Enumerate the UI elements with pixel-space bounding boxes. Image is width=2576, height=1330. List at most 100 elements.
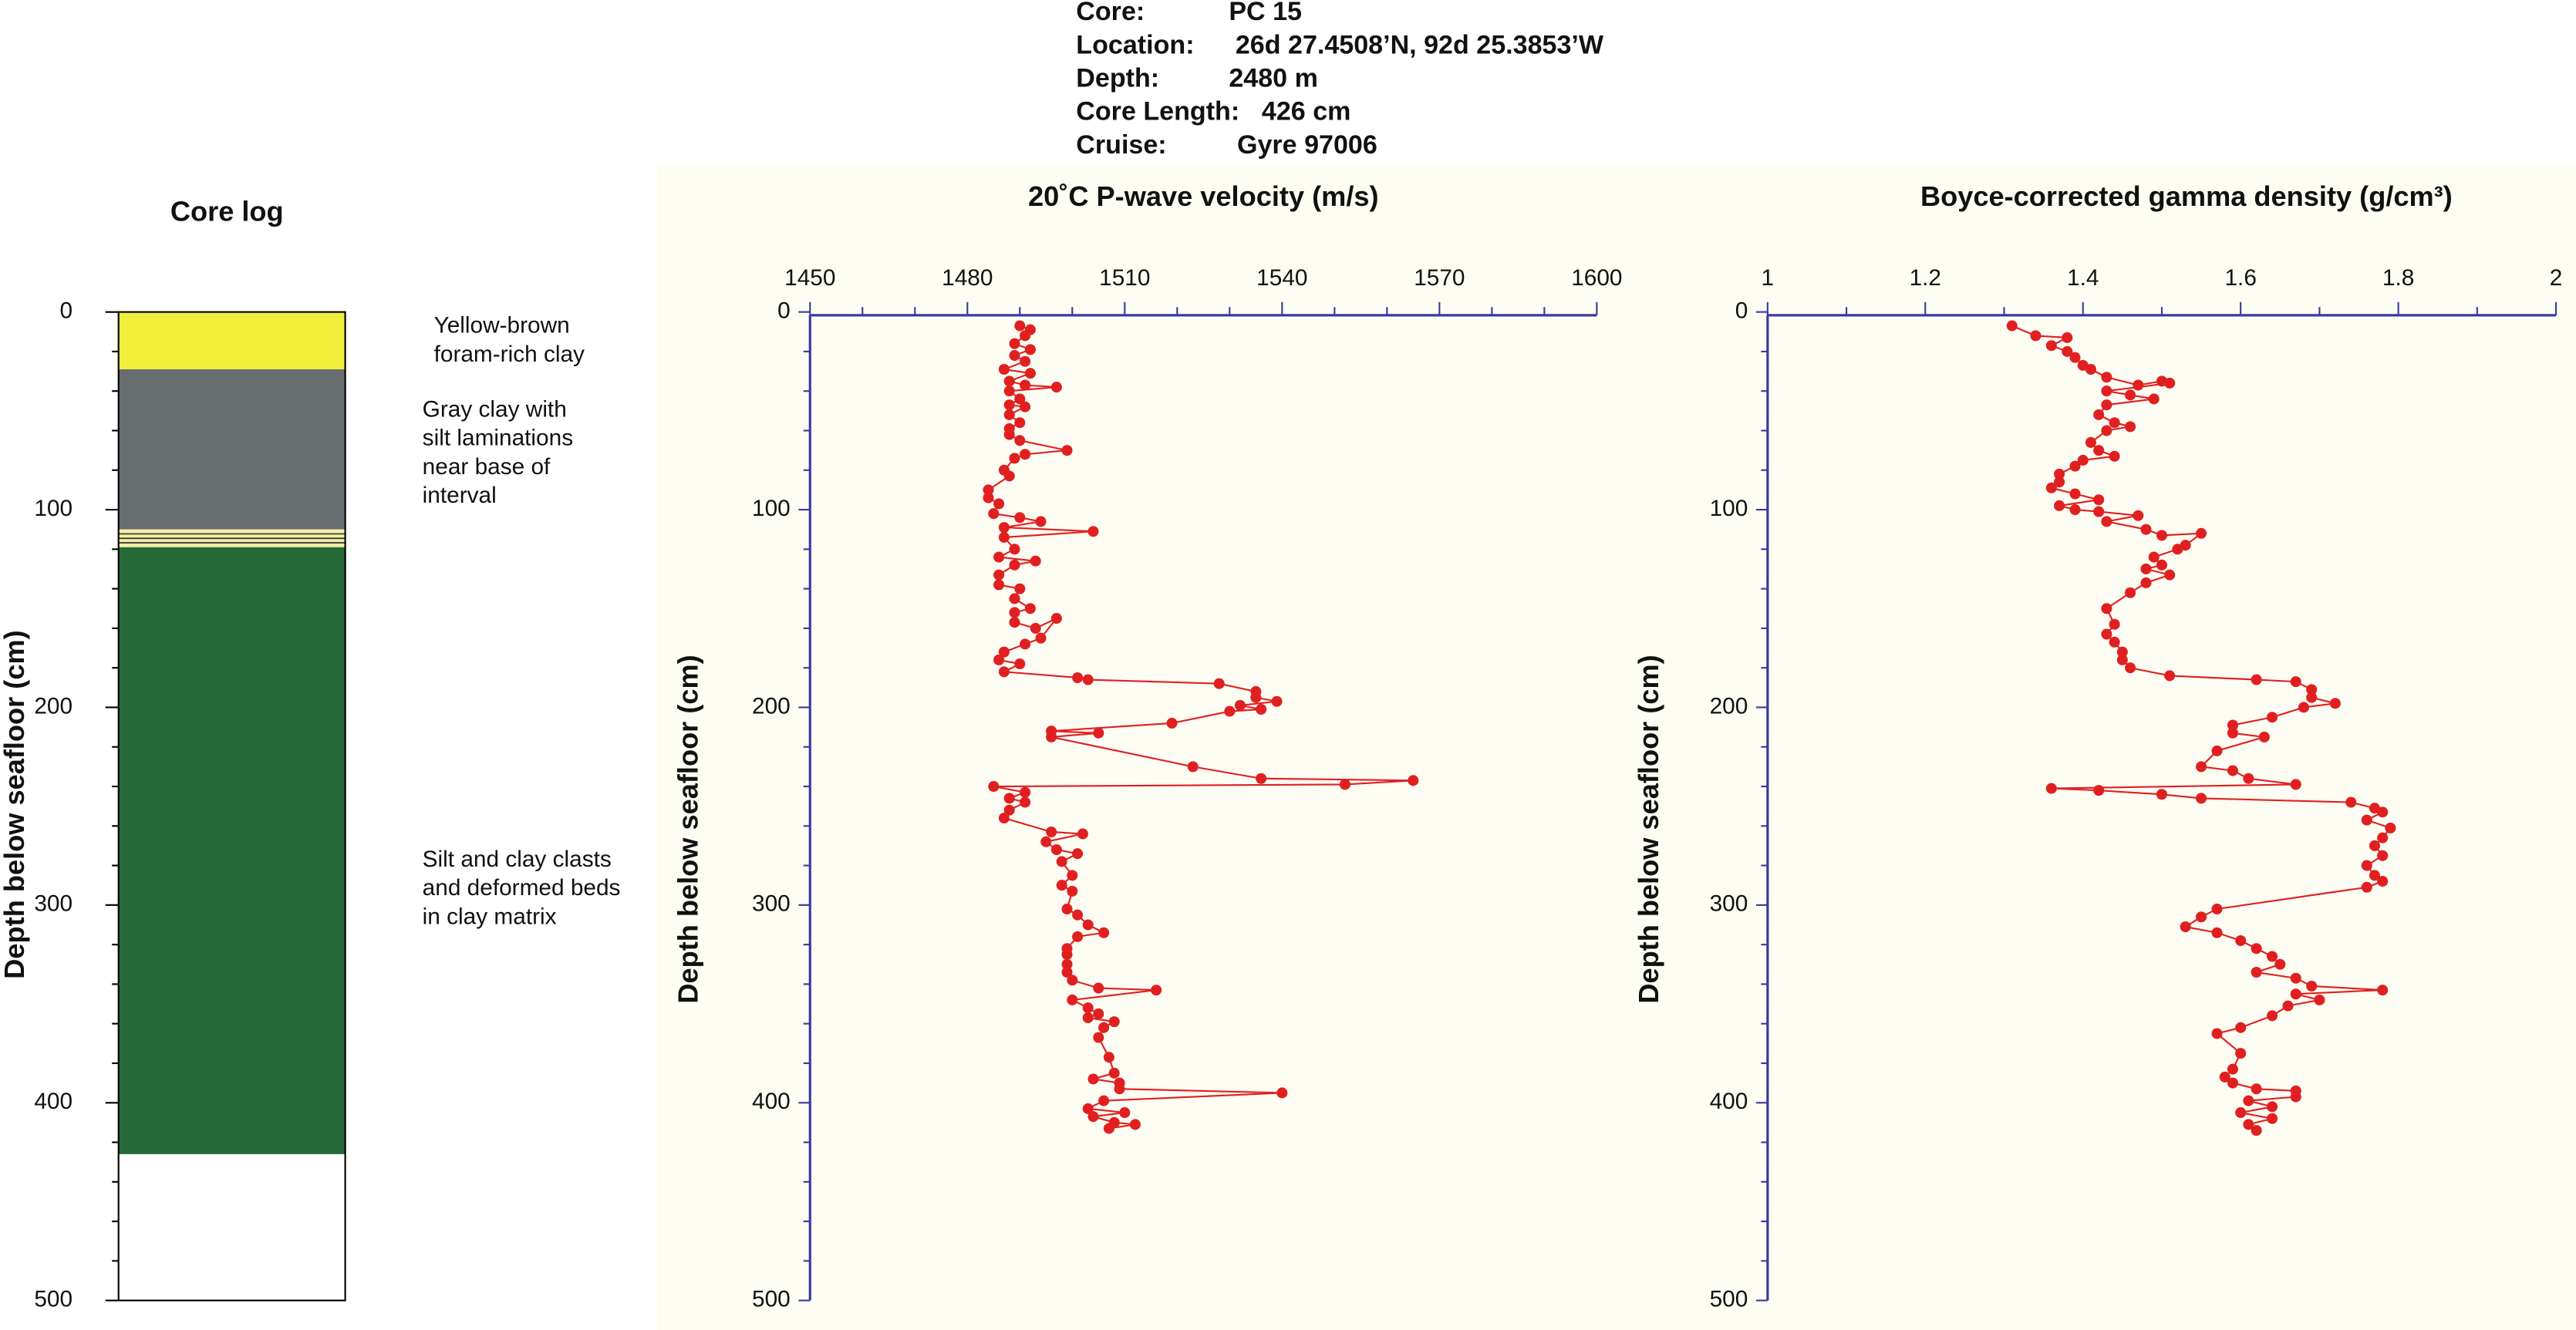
data-point [2314, 994, 2325, 1005]
data-point [2369, 840, 2380, 851]
data-point [2267, 712, 2278, 723]
data-point [1061, 948, 1073, 960]
data-point [1234, 699, 1246, 711]
data-point [2156, 530, 2167, 541]
data-point [2196, 911, 2207, 923]
header-value: 26d 27.4508’N, 92d 25.3853’W [1236, 30, 1604, 59]
data-point [2258, 731, 2270, 742]
data-point [2227, 1063, 2238, 1075]
data-point [1103, 1052, 1114, 1063]
annotation: and deformed beds [423, 875, 621, 901]
data-point [2377, 850, 2389, 861]
data-point [1003, 793, 1015, 804]
data-point [1067, 885, 1078, 897]
x-tick-label: 2 [2550, 265, 2563, 291]
data-point [2211, 903, 2223, 915]
data-point [2180, 921, 2191, 933]
data-point [1067, 994, 1078, 1005]
header-label: Location: [1076, 30, 1194, 59]
data-point [1020, 786, 1031, 798]
data-point [1082, 674, 1094, 685]
data-point [2227, 765, 2238, 776]
data-point [993, 654, 1005, 665]
y-tick-label: 400 [752, 1089, 791, 1114]
data-point [1014, 658, 1026, 670]
data-point [1050, 382, 1062, 393]
data-point [2069, 352, 2081, 363]
data-point [2101, 425, 2112, 436]
data-point [2140, 577, 2152, 588]
y-tick-label: 100 [1710, 496, 1748, 521]
header-label: Depth: [1076, 63, 1159, 93]
data-point [1003, 804, 1015, 816]
data-point [2243, 1095, 2254, 1106]
data-point [2227, 727, 2238, 739]
y-tick-label: 500 [752, 1287, 791, 1312]
data-point [2196, 527, 2207, 539]
data-point [1082, 1012, 1094, 1024]
core-layer [118, 369, 346, 530]
y-tick-label: 400 [34, 1089, 72, 1114]
data-point [1119, 1107, 1131, 1119]
data-point [2251, 674, 2262, 685]
annotation: Yellow-brown [434, 313, 570, 338]
panel-title: Core log [170, 195, 284, 227]
data-point [2290, 676, 2301, 688]
data-point [2196, 761, 2207, 773]
data-point [1087, 1073, 1099, 1085]
data-point [1009, 593, 1020, 604]
data-point [2267, 1113, 2278, 1124]
annotation: interval [423, 483, 497, 508]
data-point [2306, 684, 2318, 695]
data-point [1067, 975, 1078, 986]
data-point [1103, 1123, 1114, 1134]
data-point [2093, 506, 2105, 517]
data-point [1256, 773, 1267, 784]
y-axis-label: Depth below seafloor (cm) [1633, 655, 1664, 1003]
data-point [1108, 1016, 1120, 1028]
data-point [1072, 931, 1084, 942]
y-tick-label: 500 [1710, 1287, 1748, 1312]
data-point [2148, 393, 2160, 405]
data-point [1009, 607, 1020, 618]
header-label: Cruise: [1076, 130, 1166, 160]
data-point [1014, 320, 1026, 332]
data-point [1020, 796, 1031, 808]
data-point [2140, 563, 2152, 574]
x-tick-label: 1450 [784, 265, 835, 291]
data-point [2069, 488, 2081, 500]
x-tick-label: 1.8 [2382, 265, 2414, 291]
data-point [2125, 662, 2136, 674]
data-point [1003, 429, 1015, 440]
header-value: PC 15 [1229, 0, 1302, 26]
data-point [1009, 544, 1020, 555]
data-point [2069, 460, 2081, 472]
data-point [1014, 417, 1026, 429]
data-point [1050, 613, 1062, 625]
data-point [1224, 705, 1236, 717]
data-point [1046, 731, 1057, 742]
data-point [1024, 603, 1036, 614]
data-point [2267, 951, 2278, 962]
data-point [1061, 445, 1073, 456]
data-point [1035, 516, 1047, 527]
data-point [2069, 504, 2081, 516]
data-point [1009, 338, 1020, 349]
data-point [1050, 844, 1062, 856]
data-point [1271, 695, 1283, 707]
data-point [2125, 421, 2136, 433]
data-point [1014, 512, 1026, 524]
data-point [998, 813, 1010, 824]
data-point [2377, 832, 2389, 843]
data-point [2085, 436, 2096, 448]
data-point [2133, 379, 2144, 391]
data-point [2290, 779, 2301, 790]
y-tick-label: 400 [1710, 1089, 1748, 1114]
data-point [2156, 559, 2167, 571]
data-point [2101, 603, 2112, 614]
data-point [1020, 379, 1031, 391]
data-point [1108, 1067, 1120, 1079]
data-point [2377, 806, 2389, 818]
data-point [2164, 670, 2176, 682]
